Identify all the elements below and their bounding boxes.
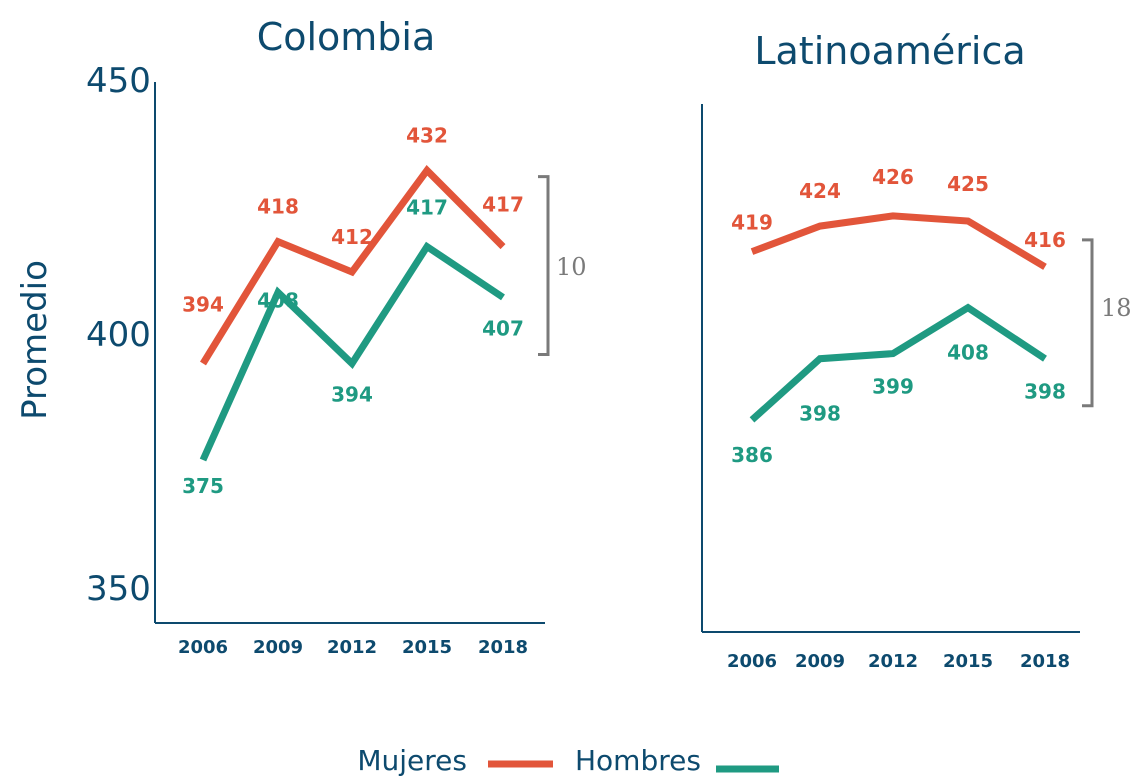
legend-label-hombres: Hombres: [575, 744, 701, 777]
data-label-hombres: 407: [482, 316, 524, 340]
series-group: [749, 212, 1047, 423]
data-label-mujeres: 417: [482, 193, 524, 217]
x-tick-label: 2006: [727, 651, 777, 672]
y-tick-label: 350: [86, 569, 151, 609]
x-tick-label: 2006: [178, 637, 228, 658]
panel-colombia: Colombia 2006 2009 2012 2015 2018 394 418 412 4…: [154, 15, 587, 658]
x-tick-group: 2006 2009 2012 2015 2018: [727, 651, 1070, 672]
data-label-mujeres: 419: [731, 211, 773, 235]
x-tick-label: 2009: [253, 637, 303, 658]
gap-bracket: 10: [538, 175, 587, 356]
panel-latinoamerica: Latinoamérica 2006 2009 2012 2015 2018 419 42…: [701, 29, 1132, 672]
series-line-hombres: [199, 241, 505, 462]
legend: Mujeres Hombres: [357, 744, 779, 777]
data-label-hombres: 398: [799, 402, 841, 426]
data-label-mujeres: 426: [872, 165, 914, 189]
x-tick-label: 2015: [943, 651, 993, 672]
data-label-mujeres: 416: [1024, 228, 1066, 252]
gap-bracket-line: [1082, 238, 1094, 408]
y-axis-label: Promedio: [15, 260, 55, 420]
panel-title: Colombia: [257, 15, 436, 59]
data-label-hombres: 375: [182, 474, 224, 498]
x-tick-label: 2009: [795, 651, 845, 672]
x-tick-label: 2012: [327, 637, 377, 658]
series-line-hombres: [749, 303, 1047, 423]
x-tick-label: 2018: [1020, 651, 1070, 672]
gap-label: 18: [1101, 294, 1132, 322]
data-label-hombres: 417: [406, 196, 448, 220]
series-group: [199, 165, 506, 462]
data-label-hombres: 386: [731, 443, 773, 467]
data-label-mujeres: 394: [182, 292, 224, 316]
data-label-mujeres: 432: [406, 123, 448, 147]
panel-title: Latinoamérica: [754, 29, 1025, 73]
x-tick-group: 2006 2009 2012 2015 2018: [178, 637, 528, 658]
data-label-hombres: 408: [947, 341, 989, 365]
gap-label: 10: [556, 253, 587, 281]
series-line-mujeres: [200, 165, 506, 366]
series-line-mujeres: [750, 212, 1047, 270]
gap-bracket-line: [538, 175, 550, 356]
data-label-hombres: 398: [1024, 380, 1066, 404]
data-label-mujeres: 418: [257, 195, 299, 219]
x-tick-label: 2012: [868, 651, 918, 672]
data-label-mujeres: 412: [331, 225, 373, 249]
data-label-hombres: 408: [257, 288, 299, 312]
y-tick-label: 450: [86, 61, 151, 101]
legend-label-mujeres: Mujeres: [357, 744, 467, 777]
data-label-group: 419 424 426 425 416 386 398 399 408 398: [731, 165, 1066, 467]
data-label-hombres: 394: [331, 382, 373, 406]
y-tick-label: 400: [86, 315, 151, 355]
x-tick-label: 2015: [402, 637, 452, 658]
data-label-mujeres: 425: [947, 172, 989, 196]
x-tick-label: 2018: [478, 637, 528, 658]
data-label-hombres: 399: [872, 375, 914, 399]
data-label-group: 394 418 412 432 417 375 408 394 417 407: [182, 123, 524, 498]
gap-bracket: 18: [1082, 238, 1132, 408]
data-label-mujeres: 424: [799, 179, 841, 203]
